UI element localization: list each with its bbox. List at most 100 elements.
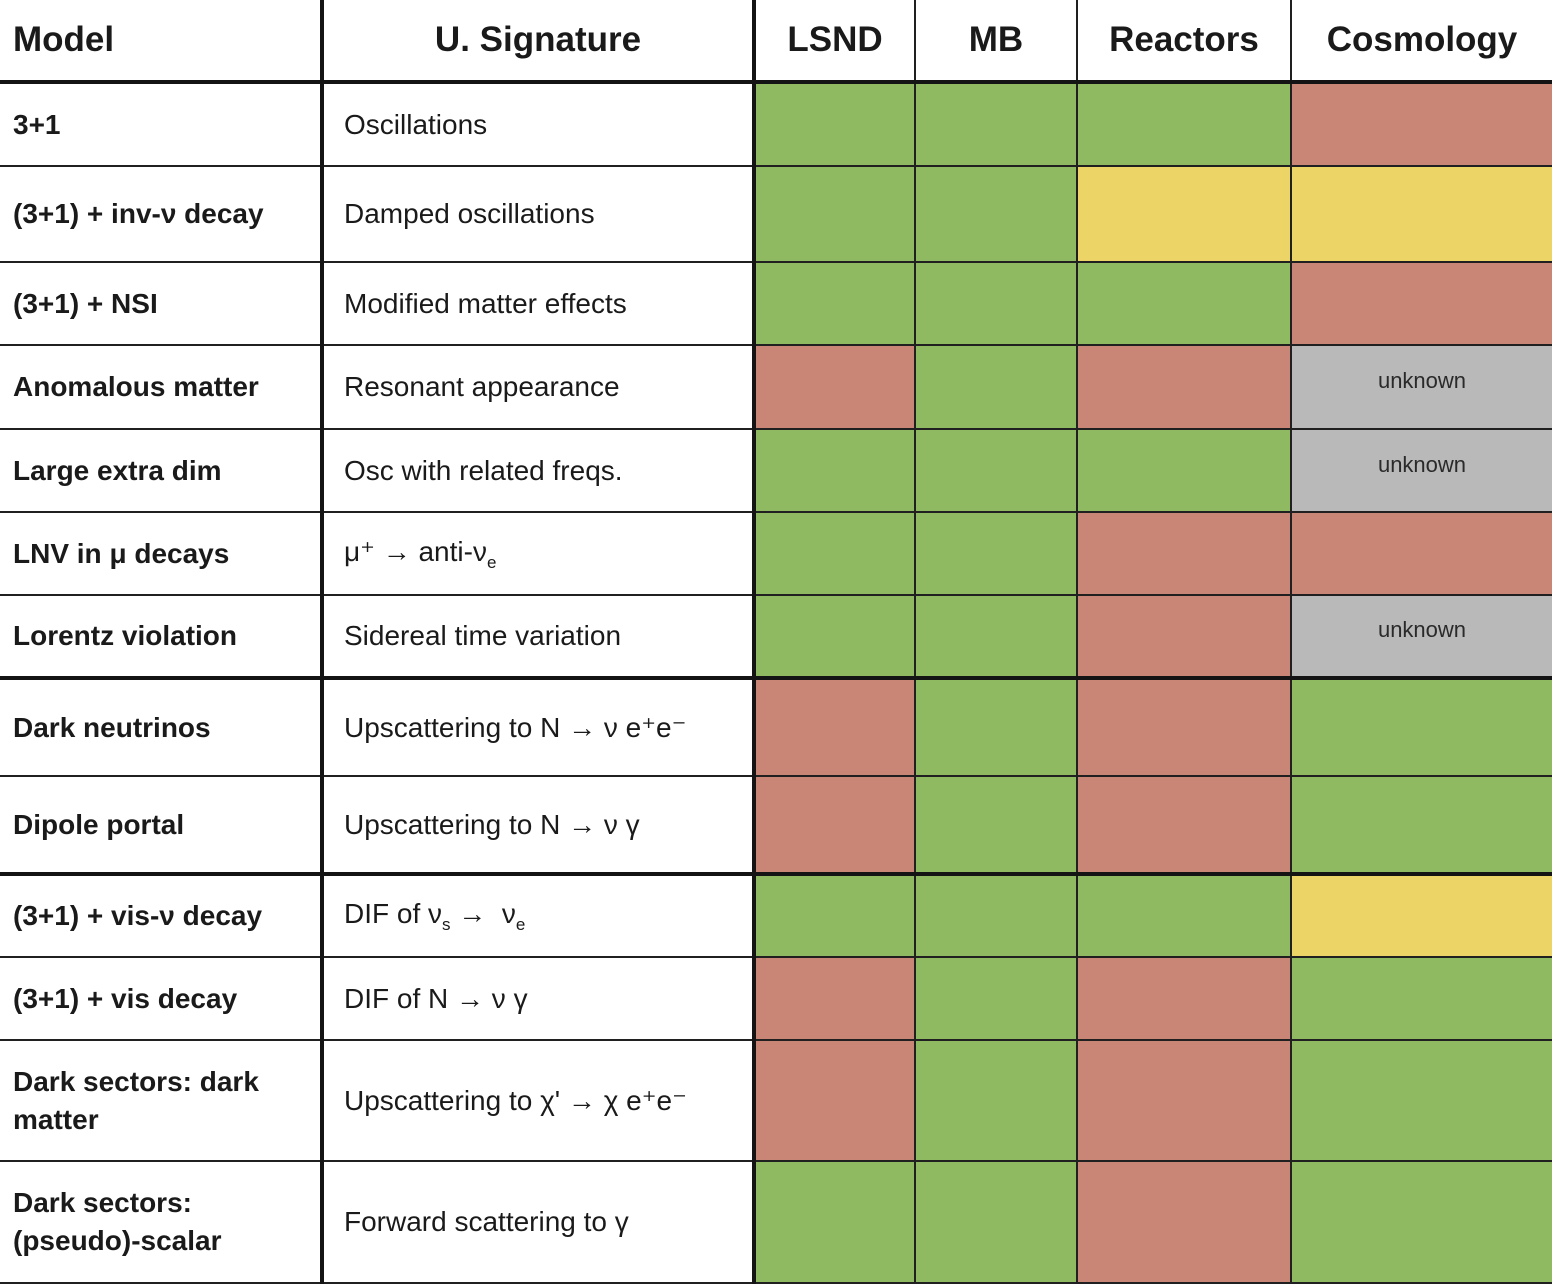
cosmology-status-cell: unknown — [1290, 594, 1552, 679]
lsnd-status-cell — [753, 956, 916, 1041]
header-cosmology: Cosmology — [1290, 0, 1552, 84]
reactors-status-cell — [1076, 81, 1292, 167]
reactors-status-cell — [1076, 1039, 1292, 1162]
model-name-cell: Anomalous matter — [0, 344, 324, 430]
cosmology-status-label: unknown — [1377, 451, 1467, 477]
lsnd-status-cell — [753, 511, 916, 596]
lsnd-status-cell — [753, 676, 916, 777]
mb-status-cell — [914, 344, 1078, 430]
signature-text: Upscattering to χ' → χ e⁺e⁻ — [344, 1085, 687, 1116]
signature-tail-subscript: e — [515, 914, 526, 934]
lsnd-status-cell — [753, 872, 916, 958]
mb-status-cell — [914, 81, 1078, 167]
signature-cell: Damped oscillations — [321, 165, 756, 263]
mb-status-cell — [914, 1039, 1078, 1162]
lsnd-status-cell — [753, 165, 916, 263]
cosmology-status-label: unknown — [1377, 368, 1467, 393]
signature-cell: DIF of νs → νe — [321, 872, 756, 958]
mb-status-cell — [914, 261, 1078, 346]
table-row: (3+1) + vis decay DIF of N → ν γ — [0, 956, 1552, 1041]
mb-status-cell — [914, 511, 1078, 596]
lsnd-status-cell — [753, 1160, 916, 1284]
reactors-status-cell — [1076, 511, 1292, 596]
signature-text: Damped oscillations — [344, 198, 595, 229]
signature-cell: Forward scattering to γ — [321, 1160, 756, 1284]
signature-cell: μ⁺ → anti-νe — [321, 511, 756, 596]
model-name-cell: Large extra dim — [0, 428, 324, 513]
lsnd-status-cell — [753, 344, 916, 430]
reactors-status-cell — [1076, 261, 1292, 346]
reactors-status-cell — [1076, 956, 1292, 1041]
signature-text: Oscillations — [344, 108, 488, 140]
mb-status-cell — [914, 428, 1078, 513]
reactors-status-cell — [1076, 344, 1292, 430]
cosmology-status-cell — [1290, 261, 1552, 346]
table-row: (3+1) + inv-ν decay Damped oscillations — [0, 165, 1552, 263]
cosmology-status-cell — [1290, 872, 1552, 958]
cosmology-status-cell — [1290, 676, 1552, 777]
signature-text: DIF of N → ν γ — [344, 982, 528, 1014]
model-name-cell: (3+1) + inv-ν decay — [0, 165, 324, 263]
model-name-cell: LNV in μ decays — [0, 511, 324, 596]
signature-cell: Modified matter effects — [321, 261, 756, 346]
table-row: Dark sectors: (pseudo)-scalar Forward sca… — [0, 1160, 1552, 1284]
header-reactors: Reactors — [1076, 0, 1292, 84]
lsnd-status-cell — [753, 81, 916, 167]
model-name-cell: Dark sectors: (pseudo)-scalar — [0, 1160, 324, 1284]
cosmology-status-label: unknown — [1377, 617, 1467, 642]
signature-cell: Osc with related freqs. — [321, 428, 756, 513]
header-row: Model U. Signature LSND MB Reactors Cosm… — [0, 0, 1552, 84]
signature-text: Osc with related freqs. — [344, 454, 623, 486]
model-name-cell: (3+1) + vis-ν decay — [0, 872, 324, 958]
reactors-status-cell — [1076, 165, 1292, 263]
header-lsnd: LSND — [753, 0, 916, 84]
header-mb: MB — [914, 0, 1078, 84]
mb-status-cell — [914, 956, 1078, 1041]
mb-status-cell — [914, 775, 1078, 875]
reactors-status-cell — [1076, 775, 1292, 875]
signature-text: Modified matter effects — [344, 287, 627, 319]
signature-cell: Upscattering to N → ν γ — [321, 775, 756, 875]
table-row: Dark sectors: dark matter Upscattering to… — [0, 1039, 1552, 1162]
table-row: 3+1 Oscillations — [0, 81, 1552, 167]
table-body: 3+1 Oscillations (3+1) + inv-ν decay Damped… — [0, 81, 1552, 1284]
table-row: Dark neutrinos Upscattering to N → ν e⁺e⁻ — [0, 676, 1552, 777]
signature-text: μ⁺ → anti-ν — [344, 535, 487, 567]
signature-subscript: e — [486, 552, 497, 572]
mb-status-cell — [914, 1160, 1078, 1284]
lsnd-status-cell — [753, 775, 916, 875]
model-name-cell: Lorentz violation — [0, 594, 324, 679]
mb-status-cell — [914, 872, 1078, 958]
mb-status-cell — [914, 594, 1078, 679]
reactors-status-cell — [1076, 872, 1292, 958]
table-row: (3+1) + NSI Modified matter effects — [0, 261, 1552, 346]
model-name-cell: (3+1) + NSI — [0, 261, 324, 346]
table-row: (3+1) + vis-ν decay DIF of νs → νe — [0, 872, 1552, 958]
reactors-status-cell — [1076, 676, 1292, 777]
signature-subscript: s — [442, 914, 451, 934]
mb-status-cell — [914, 676, 1078, 777]
cosmology-status-cell — [1290, 775, 1552, 875]
signature-text: Sidereal time variation — [344, 620, 622, 651]
signature-cell: Upscattering to N → ν e⁺e⁻ — [321, 676, 756, 777]
cosmology-status-cell: unknown — [1290, 428, 1552, 513]
signature-text: Upscattering to N → ν γ — [344, 808, 640, 840]
signature-cell: Upscattering to χ' → χ e⁺e⁻ — [321, 1039, 756, 1162]
model-name-cell: Dark neutrinos — [0, 676, 324, 777]
table-row: Dipole portal Upscattering to N → ν γ — [0, 775, 1552, 875]
signature-text: Resonant appearance — [344, 371, 620, 402]
signature-tail: → ν — [450, 897, 516, 929]
cosmology-status-cell — [1290, 165, 1552, 263]
cosmology-status-cell — [1290, 511, 1552, 596]
header-model: Model — [0, 0, 324, 84]
lsnd-status-cell — [753, 428, 916, 513]
model-name-cell: Dark sectors: dark matter — [0, 1039, 324, 1162]
model-name-cell: (3+1) + vis decay — [0, 956, 324, 1041]
signature-text: Upscattering to N → ν e⁺e⁻ — [344, 712, 687, 743]
cosmology-status-cell — [1290, 956, 1552, 1041]
lsnd-status-cell — [753, 1039, 916, 1162]
table-row: LNV in μ decays μ⁺ → anti-νe — [0, 511, 1552, 596]
signature-cell: Resonant appearance — [321, 344, 756, 430]
mb-status-cell — [914, 165, 1078, 263]
signature-text: Forward scattering to γ — [344, 1206, 629, 1237]
